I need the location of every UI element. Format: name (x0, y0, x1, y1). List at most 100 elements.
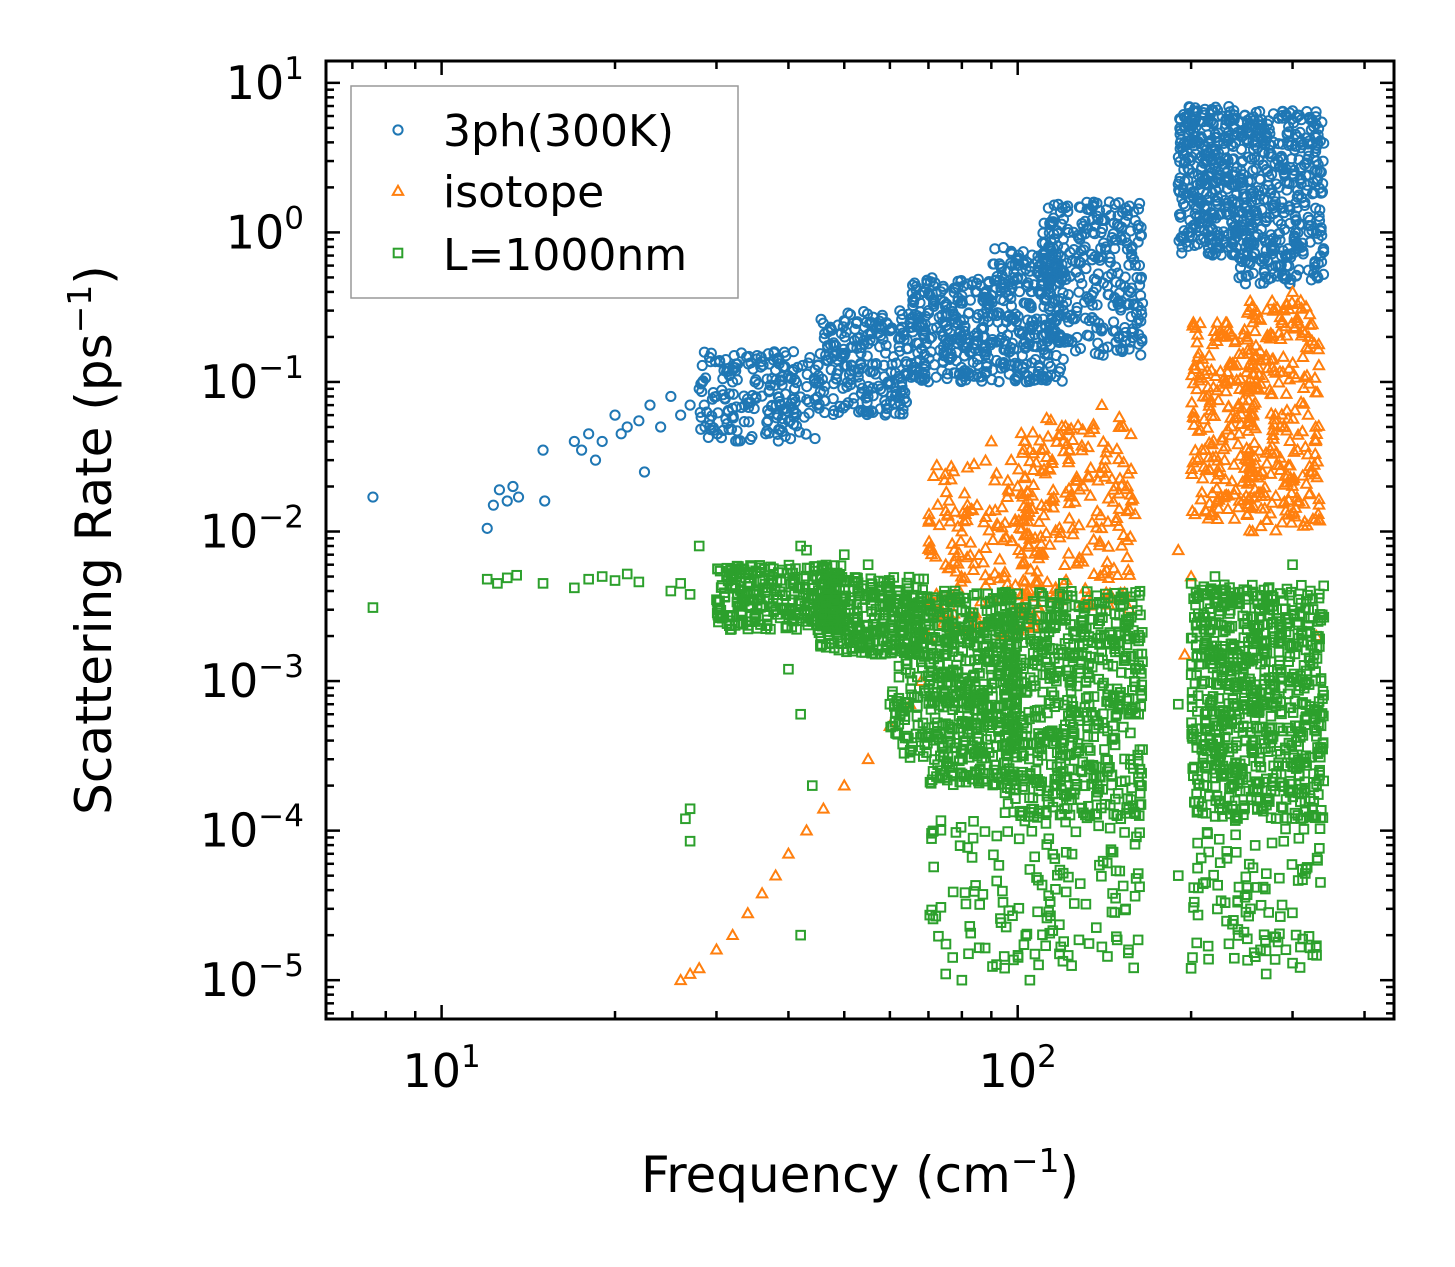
data-point (1104, 256, 1116, 268)
data-point (1311, 139, 1323, 152)
data-point (1042, 202, 1054, 214)
data-point (889, 602, 900, 613)
data-point (911, 710, 923, 722)
data-point (1041, 429, 1056, 442)
data-point (1026, 446, 1041, 459)
data-point (1054, 919, 1065, 931)
data-point (692, 961, 707, 974)
data-point (1079, 296, 1091, 308)
data-point (869, 648, 881, 660)
data-point (1209, 163, 1221, 175)
data-point (1095, 242, 1107, 254)
series-2 (367, 540, 1330, 986)
data-point (991, 875, 1003, 887)
data-point (756, 390, 768, 402)
data-point (1265, 293, 1280, 306)
data-point (755, 886, 770, 899)
data-point (1186, 376, 1201, 389)
data-point (1211, 501, 1226, 514)
data-point (1227, 457, 1241, 470)
data-point (1101, 696, 1112, 707)
data-point (1307, 121, 1320, 133)
data-point (959, 320, 971, 333)
data-point (1101, 514, 1115, 527)
data-point (1021, 508, 1035, 521)
data-point (835, 327, 847, 340)
data-point (927, 697, 938, 709)
data-point (1130, 308, 1143, 320)
data-point (1009, 783, 1020, 795)
data-point (1048, 523, 1063, 536)
data-point (709, 942, 724, 955)
data-point (813, 398, 825, 410)
data-point (1106, 494, 1121, 507)
data-point (1184, 569, 1199, 582)
data-point (743, 416, 755, 428)
data-point (1120, 903, 1131, 915)
data-point (978, 620, 989, 632)
data-point (1017, 714, 1028, 726)
data-point (800, 428, 812, 440)
data-point (980, 598, 991, 609)
data-point (1273, 418, 1288, 431)
data-point (779, 430, 791, 442)
data-point (1233, 206, 1245, 218)
data-point (1266, 303, 1281, 316)
data-point (839, 399, 852, 412)
data-point (972, 331, 984, 343)
data-point (937, 720, 949, 731)
data-point (761, 610, 773, 621)
data-point (1275, 515, 1290, 528)
data-point (774, 398, 786, 411)
data-point (761, 425, 773, 437)
data-point (1027, 320, 1040, 332)
data-point (1057, 729, 1069, 741)
data-point (1049, 780, 1060, 792)
data-point (1178, 164, 1190, 176)
data-point (1263, 171, 1275, 183)
data-point (1021, 685, 1033, 697)
data-point (929, 277, 941, 289)
data-point (855, 404, 867, 416)
data-point (729, 620, 741, 631)
data-point (1095, 226, 1107, 239)
data-point (1258, 277, 1270, 289)
data-point (1246, 237, 1259, 249)
data-point (1221, 501, 1235, 515)
data-point (1247, 267, 1259, 279)
data-point (1217, 370, 1232, 383)
data-point (1110, 567, 1125, 580)
data-point (996, 331, 1008, 344)
data-point (1200, 420, 1215, 433)
data-point (1002, 484, 1017, 497)
data-point (972, 335, 984, 347)
data-point (1101, 570, 1116, 584)
data-point (695, 423, 707, 435)
data-point (990, 634, 1001, 645)
data-point (1210, 453, 1225, 466)
data-point (633, 415, 645, 427)
data-point (1308, 385, 1323, 398)
data-point (939, 585, 950, 597)
data-point (911, 310, 923, 322)
data-point (1250, 193, 1263, 206)
data-point (932, 759, 943, 771)
data-point (978, 678, 990, 690)
data-point (1317, 155, 1329, 167)
data-point (1055, 941, 1067, 953)
data-point (1099, 588, 1111, 600)
data-point (1054, 948, 1065, 960)
data-point (828, 405, 840, 417)
data-point (1039, 630, 1050, 641)
data-point (1003, 905, 1015, 916)
data-point (1059, 772, 1071, 783)
data-point (1127, 323, 1139, 335)
data-point (942, 368, 954, 380)
data-point (1082, 731, 1094, 742)
data-point (1082, 425, 1097, 438)
data-point (1062, 288, 1074, 301)
data-point (970, 880, 981, 891)
data-point (1096, 325, 1108, 337)
data-point (1315, 256, 1328, 268)
data-point (1204, 191, 1216, 203)
